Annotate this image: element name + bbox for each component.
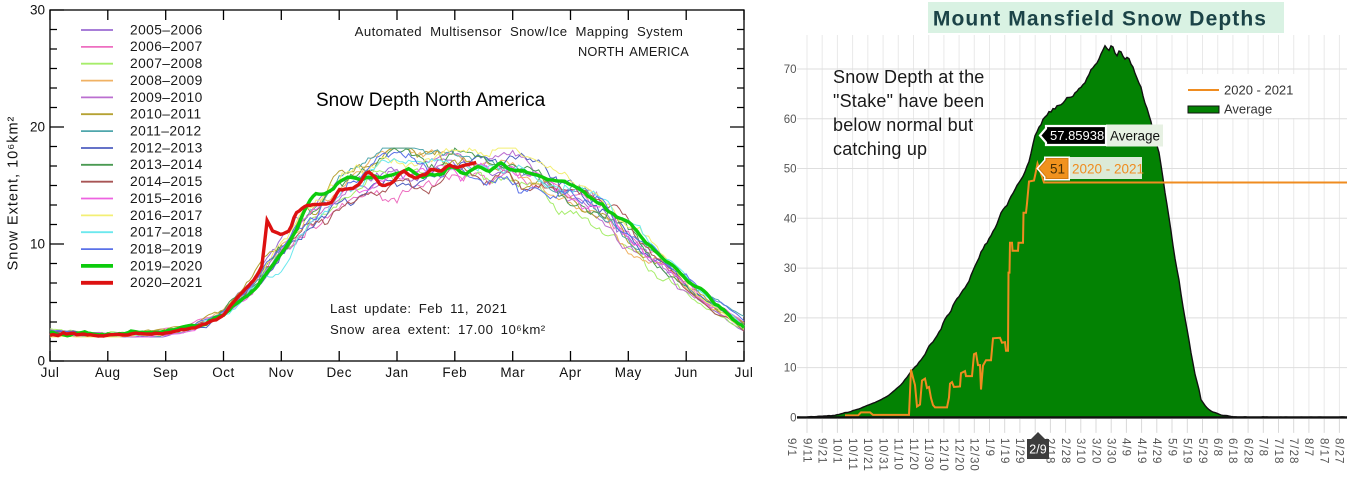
- svg-text:11/30: 11/30: [922, 438, 934, 471]
- svg-text:2019–2020: 2019–2020: [130, 258, 203, 273]
- svg-text:9/21: 9/21: [816, 438, 828, 464]
- svg-text:Jun: Jun: [675, 365, 698, 380]
- svg-text:6/8: 6/8: [1211, 438, 1223, 457]
- svg-text:7/28: 7/28: [1287, 438, 1299, 464]
- svg-text:May: May: [615, 365, 642, 380]
- svg-text:Average: Average: [1224, 102, 1272, 117]
- svg-text:20: 20: [30, 120, 45, 135]
- svg-text:2020 - 2021: 2020 - 2021: [1072, 162, 1144, 177]
- svg-text:NORTH AMERICA: NORTH AMERICA: [578, 44, 689, 59]
- svg-text:2020 - 2021: 2020 - 2021: [1224, 83, 1293, 98]
- svg-text:2/28: 2/28: [1059, 438, 1071, 464]
- svg-text:1/29: 1/29: [1013, 438, 1025, 464]
- svg-text:2009–2010: 2009–2010: [130, 90, 203, 105]
- svg-text:Dec: Dec: [326, 365, 352, 380]
- svg-text:2005–2006: 2005–2006: [130, 22, 203, 37]
- svg-text:2008–2009: 2008–2009: [130, 73, 203, 88]
- svg-text:12/30: 12/30: [968, 438, 980, 472]
- svg-text:30: 30: [30, 3, 45, 18]
- svg-text:11/10: 11/10: [892, 438, 904, 471]
- svg-text:7/18: 7/18: [1272, 438, 1284, 464]
- svg-text:Snow Depth at the: Snow Depth at the: [833, 67, 985, 87]
- svg-text:3/30: 3/30: [1105, 438, 1117, 464]
- svg-text:Jul: Jul: [735, 365, 754, 380]
- svg-text:Mar: Mar: [500, 365, 525, 380]
- svg-text:Mount Mansfield Snow Depths: Mount Mansfield Snow Depths: [933, 8, 1267, 31]
- svg-text:20: 20: [784, 313, 797, 325]
- svg-text:Last update: Feb 11, 2021: Last update: Feb 11, 2021: [330, 301, 508, 316]
- svg-text:12/10: 12/10: [937, 438, 949, 472]
- svg-text:2010–2011: 2010–2011: [130, 107, 202, 122]
- svg-text:Feb: Feb: [442, 365, 467, 380]
- svg-text:2018–2019: 2018–2019: [130, 242, 203, 257]
- svg-text:10/1: 10/1: [831, 438, 843, 464]
- svg-text:5/29: 5/29: [1196, 438, 1208, 464]
- svg-text:Snow Extent, 10⁶km²: Snow Extent, 10⁶km²: [6, 116, 22, 271]
- svg-text:51: 51: [1050, 162, 1065, 177]
- svg-text:5/9: 5/9: [1165, 438, 1177, 457]
- svg-text:10/21: 10/21: [861, 438, 873, 472]
- svg-text:8/17: 8/17: [1318, 438, 1330, 464]
- svg-text:Jul: Jul: [41, 365, 60, 380]
- svg-text:2/9: 2/9: [1029, 443, 1046, 457]
- svg-text:8/27: 8/27: [1333, 438, 1345, 464]
- svg-text:2017–2018: 2017–2018: [130, 225, 203, 240]
- svg-text:2011–2012: 2011–2012: [130, 124, 202, 139]
- svg-text:10: 10: [30, 237, 45, 252]
- svg-text:57.85938: 57.85938: [1050, 128, 1104, 143]
- svg-text:6/18: 6/18: [1226, 438, 1238, 464]
- svg-text:7/8: 7/8: [1257, 438, 1269, 457]
- svg-text:3/10: 3/10: [1074, 438, 1086, 464]
- svg-text:70: 70: [784, 64, 797, 76]
- svg-text:5/19: 5/19: [1181, 438, 1193, 464]
- svg-text:Jan: Jan: [385, 365, 408, 380]
- svg-text:2015–2016: 2015–2016: [130, 191, 203, 206]
- svg-text:"Stake" have been: "Stake" have been: [833, 91, 984, 111]
- svg-text:Aug: Aug: [95, 365, 121, 380]
- svg-text:4/29: 4/29: [1150, 438, 1162, 464]
- svg-text:2013–2014: 2013–2014: [130, 157, 203, 172]
- svg-text:3/20: 3/20: [1089, 438, 1101, 464]
- svg-text:Automated Multisensor Snow/I: Automated Multisensor Snow/Ice Mapping S…: [355, 24, 684, 39]
- svg-text:2014–2015: 2014–2015: [130, 174, 203, 189]
- svg-text:2020–2021: 2020–2021: [130, 275, 203, 290]
- svg-text:10/31: 10/31: [876, 438, 888, 472]
- svg-text:30: 30: [784, 263, 797, 275]
- svg-text:50: 50: [784, 164, 797, 176]
- svg-text:1/19: 1/19: [998, 438, 1010, 464]
- svg-text:0: 0: [790, 412, 796, 424]
- svg-text:catching up: catching up: [833, 139, 927, 159]
- svg-text:9/1: 9/1: [785, 438, 797, 457]
- svg-text:60: 60: [784, 114, 797, 126]
- svg-text:Snow area extent: 17.00 10⁶km²: Snow area extent: 17.00 10⁶km²: [330, 322, 546, 337]
- svg-text:2016–2017: 2016–2017: [130, 208, 203, 223]
- svg-text:2012–2013: 2012–2013: [130, 140, 203, 155]
- svg-text:9/11: 9/11: [800, 438, 812, 464]
- svg-text:10/11: 10/11: [846, 438, 858, 471]
- svg-text:0: 0: [37, 354, 45, 369]
- svg-text:4/19: 4/19: [1135, 438, 1147, 464]
- svg-text:1/9: 1/9: [983, 438, 995, 457]
- svg-text:2006–2007: 2006–2007: [130, 39, 203, 54]
- svg-text:Sep: Sep: [153, 365, 179, 380]
- svg-text:below normal but: below normal but: [833, 115, 973, 135]
- svg-text:11/20: 11/20: [907, 438, 919, 471]
- svg-text:8/7: 8/7: [1302, 438, 1314, 457]
- svg-text:Oct: Oct: [212, 365, 235, 380]
- svg-text:2007–2008: 2007–2008: [130, 56, 203, 71]
- svg-text:Average: Average: [1110, 129, 1160, 144]
- svg-text:Apr: Apr: [559, 365, 582, 380]
- svg-text:6/28: 6/28: [1241, 438, 1253, 464]
- svg-text:Snow Depth North America: Snow Depth North America: [316, 90, 546, 111]
- svg-text:Nov: Nov: [269, 365, 295, 380]
- svg-text:4/9: 4/9: [1120, 438, 1132, 457]
- svg-text:40: 40: [784, 213, 797, 225]
- svg-text:12/20: 12/20: [952, 438, 964, 472]
- svg-text:10: 10: [784, 363, 797, 375]
